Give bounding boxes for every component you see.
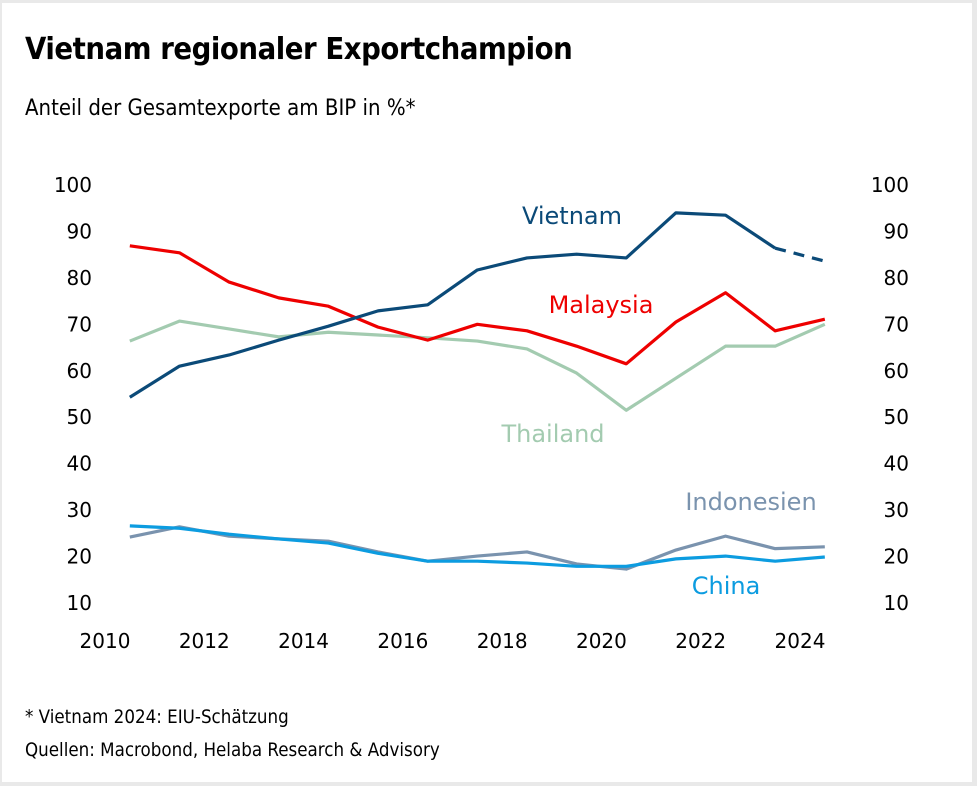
y-tick-label-right: 100 [871, 173, 909, 197]
chart-title: Vietnam regionaler Exportchampion [25, 32, 573, 67]
x-tick-label: 2022 [675, 629, 726, 653]
y-tick-label-left: 50 [67, 405, 92, 429]
series-lines [128, 211, 826, 571]
series-line-vietnam [128, 211, 777, 399]
y-tick-label-left: 80 [67, 266, 92, 290]
series-labels: Vietnam Malaysia Thailand Indonesien China [500, 202, 816, 600]
x-tick-label: 2020 [576, 629, 627, 653]
y-axis-right: 100 90 80 70 60 50 40 30 20 10 [871, 173, 909, 615]
y-tick-label-right: 50 [884, 405, 909, 429]
y-tick-label-right: 30 [884, 498, 909, 522]
series-label-thailand: Thailand [500, 420, 604, 448]
y-tick-label-left: 20 [67, 545, 92, 569]
y-tick-label-right: 60 [884, 359, 909, 383]
y-tick-label-left: 60 [67, 359, 92, 383]
footnote: * Vietnam 2024: EIU-Schätzung [25, 706, 289, 728]
y-tick-label-right: 20 [884, 545, 909, 569]
series-label-indonesien: Indonesien [685, 488, 816, 516]
chart-card [2, 3, 972, 782]
y-tick-label-right: 10 [884, 591, 909, 615]
series-line-malaysia [129, 244, 826, 366]
x-tick-label: 2018 [477, 629, 528, 653]
y-tick-label-right: 90 [884, 219, 909, 243]
y-tick-label-left: 10 [67, 591, 92, 615]
x-tick-label: 2012 [179, 629, 230, 653]
y-tick-label-right: 40 [884, 452, 909, 476]
x-axis: 2010 2012 2014 2016 2018 2020 2022 2024 [80, 629, 826, 653]
source-note: Quellen: Macrobond, Helaba Research & Ad… [25, 739, 440, 761]
y-tick-label-left: 100 [54, 173, 92, 197]
y-tick-label-left: 70 [67, 312, 92, 336]
y-tick-label-right: 70 [884, 312, 909, 336]
x-tick-label: 2016 [377, 629, 428, 653]
series-line-thailand [129, 319, 826, 412]
x-tick-label: 2010 [80, 629, 131, 653]
y-axis-left: 100 90 80 70 60 50 40 30 20 10 [54, 173, 92, 615]
series-label-china: China [692, 572, 761, 600]
series-label-malaysia: Malaysia [549, 291, 654, 319]
y-tick-label-left: 90 [67, 219, 92, 243]
series-line-vietnam-estimate [774, 246, 826, 263]
y-tick-label-right: 80 [884, 266, 909, 290]
chart-subtitle: Anteil der Gesamtexporte am BIP in %* [25, 96, 416, 121]
y-tick-label-left: 40 [67, 452, 92, 476]
series-line-china [129, 524, 825, 568]
x-tick-label: 2024 [775, 629, 826, 653]
y-tick-label-left: 30 [67, 498, 92, 522]
x-tick-label: 2014 [278, 629, 329, 653]
series-label-vietnam: Vietnam [522, 202, 622, 230]
